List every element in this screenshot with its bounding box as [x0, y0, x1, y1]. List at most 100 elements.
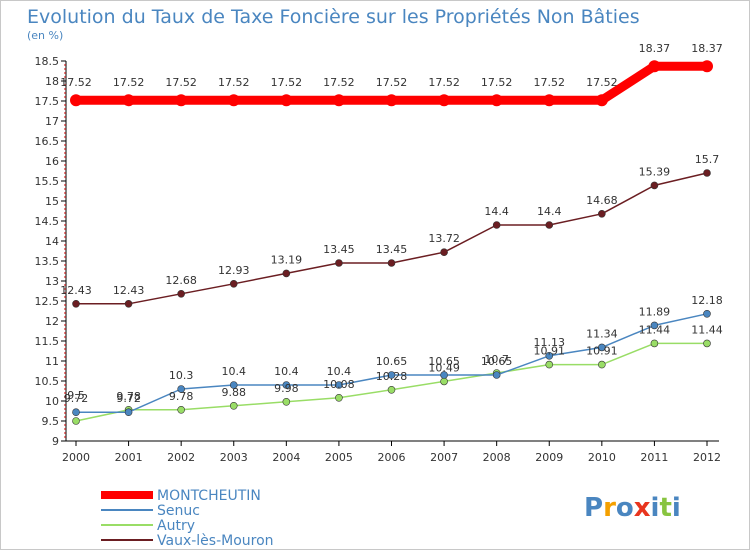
data-label: 12.43 [60, 284, 92, 297]
y-tick-label: 13 [45, 275, 59, 288]
data-label: 10.4 [274, 365, 299, 378]
data-point [440, 377, 448, 386]
data-label: 9.5 [67, 389, 85, 402]
y-tick-label: 16.5 [35, 135, 60, 148]
x-tick-label: 2001 [115, 451, 143, 464]
data-label: 10.91 [586, 345, 618, 358]
data-label: 10.3 [169, 369, 194, 382]
data-point [229, 381, 238, 389]
data-label: 10.28 [376, 370, 408, 383]
data-label: 10.7 [484, 353, 509, 366]
data-point [598, 360, 606, 369]
data-label: 11.89 [639, 305, 671, 318]
data-label: 18.37 [691, 42, 723, 55]
data-point [227, 94, 240, 107]
x-tick-label: 2007 [430, 451, 458, 464]
brand-letter: o [616, 493, 634, 523]
x-tick-label: 2010 [588, 451, 616, 464]
data-label: 11.44 [639, 323, 671, 336]
legend-label: MONTCHEUTIN [157, 488, 261, 504]
y-tick-label: 13.5 [35, 255, 60, 268]
data-point [177, 289, 185, 298]
data-point [492, 371, 501, 379]
data-point [545, 351, 554, 360]
y-tick-label: 16 [45, 155, 59, 168]
data-label: 9.72 [116, 392, 141, 405]
data-label: 10.65 [481, 355, 513, 368]
y-tick-label: 10 [45, 395, 59, 408]
data-label: 17.52 [218, 76, 250, 89]
data-point [72, 299, 80, 308]
data-label: 9.98 [274, 382, 299, 395]
data-label: 13.45 [376, 243, 408, 256]
x-tick-label: 2004 [272, 451, 300, 464]
data-point [387, 259, 396, 267]
data-point [387, 385, 396, 394]
data-label: 17.52 [586, 76, 618, 89]
data-point [650, 339, 659, 348]
chart-title: Evolution du Taux de Taxe Foncière sur l… [27, 6, 640, 28]
data-point [124, 299, 133, 308]
data-labels: 9.5 9.78 9.78 9.88 9.98 10.0810.2810.4910.710… [60, 42, 723, 405]
data-label: 12.93 [218, 264, 250, 277]
data-point [177, 405, 185, 414]
data-point [175, 94, 188, 107]
data-label: 10.08 [323, 378, 355, 391]
data-point [595, 94, 608, 107]
brand-letter: i [651, 493, 660, 523]
data-label: 9.78 [169, 390, 194, 403]
y-tick-label: 15 [45, 195, 59, 208]
data-label: 10.49 [428, 361, 460, 374]
data-point [545, 360, 554, 369]
series-layer [70, 60, 713, 425]
brand-letter: P [584, 493, 603, 523]
data-point [177, 385, 185, 393]
data-label: 17.52 [376, 76, 408, 89]
y-tick-label: 14 [45, 235, 59, 248]
data-label: 15.39 [639, 165, 671, 178]
data-point [387, 371, 396, 379]
y-tick-label: 17.5 [35, 95, 60, 108]
data-label: 9.78 [116, 390, 141, 403]
brand-text: Proxiti [584, 493, 681, 523]
brand-letter: i [672, 493, 681, 523]
data-label: 9.72 [64, 392, 89, 405]
data-label: 13.45 [323, 243, 355, 256]
data-point [335, 381, 343, 389]
data-point [440, 371, 448, 379]
data-point [70, 94, 82, 107]
data-label: 13.72 [428, 232, 460, 245]
y-tick-label: 14.5 [35, 215, 60, 228]
data-label: 9.88 [222, 386, 247, 399]
x-tick-label: 2005 [325, 451, 353, 464]
data-point [701, 60, 713, 73]
data-point [703, 169, 711, 177]
data-label: 10.4 [327, 365, 352, 378]
data-point [598, 210, 606, 218]
x-tick-label: 2011 [640, 451, 668, 464]
data-point [385, 94, 398, 107]
data-point [703, 339, 711, 348]
legend-label: Autry [157, 518, 195, 534]
data-point [543, 94, 556, 107]
data-label: 14.68 [586, 194, 618, 207]
data-point [122, 94, 135, 107]
x-tick-label: 2003 [220, 451, 248, 464]
data-label: 10.65 [428, 355, 460, 368]
data-label: 12.68 [165, 274, 197, 287]
data-point [650, 181, 659, 190]
data-label: 12.43 [113, 284, 145, 297]
y-tick-label: 12 [45, 315, 59, 328]
data-label: 15.7 [695, 153, 720, 166]
data-point [650, 321, 659, 330]
y-tick-label: 17 [45, 115, 59, 128]
data-point [438, 94, 451, 107]
x-tick-label: 2000 [62, 451, 90, 464]
data-point [282, 397, 291, 406]
y-tick-label: 15.5 [35, 175, 60, 188]
data-point [229, 279, 238, 288]
x-tick-label: 2008 [483, 451, 511, 464]
